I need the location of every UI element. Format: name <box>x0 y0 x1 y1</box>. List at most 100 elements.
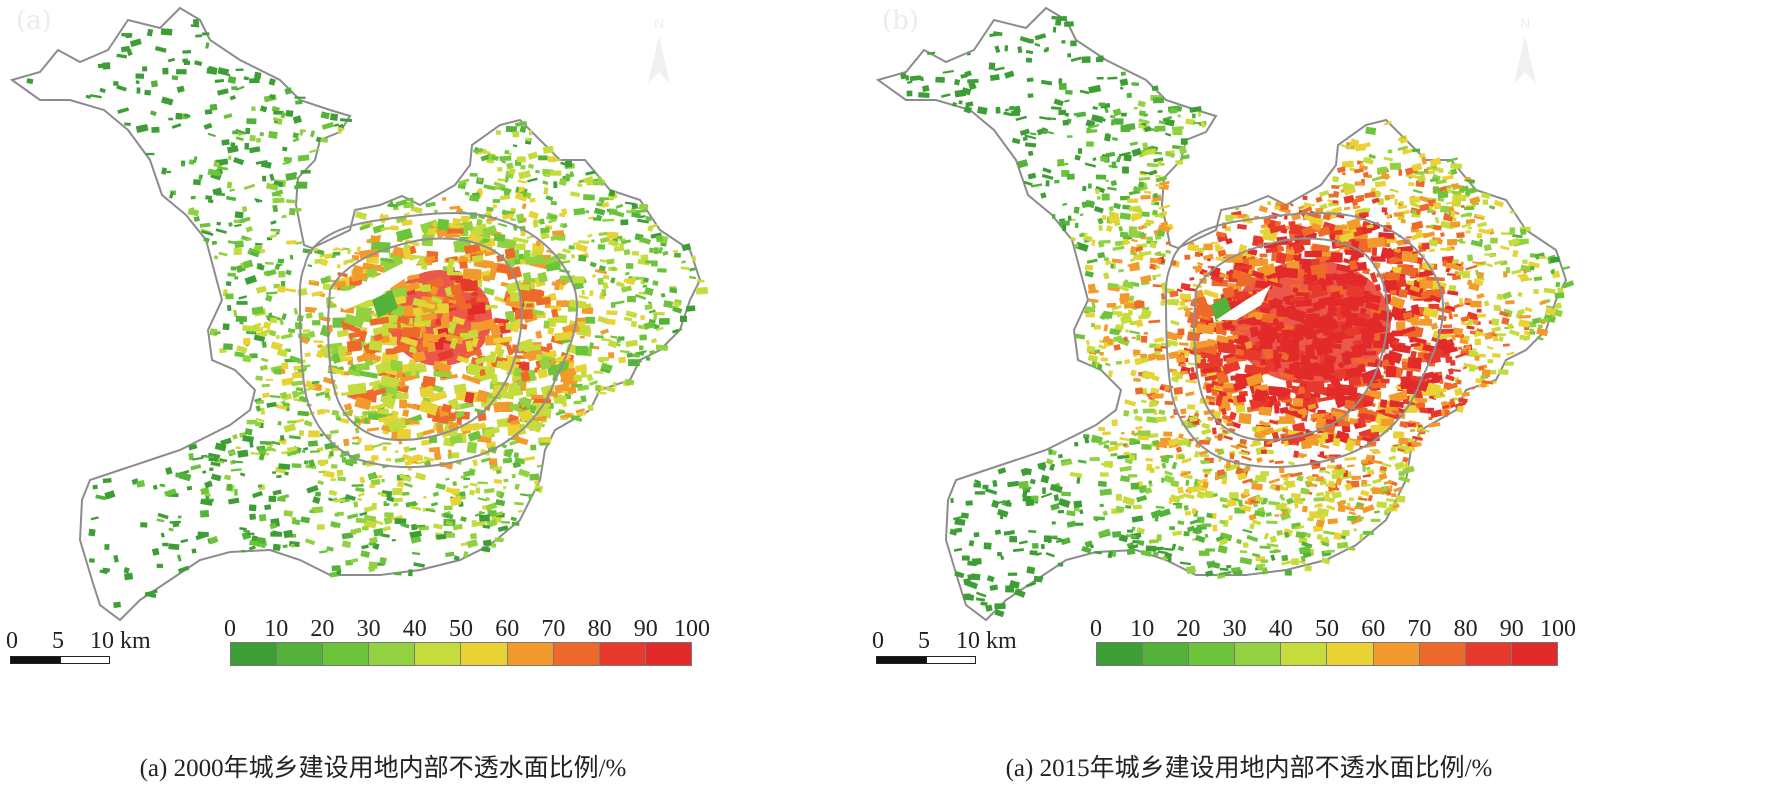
built-up-patch <box>346 249 352 255</box>
built-up-patch <box>305 306 316 313</box>
built-up-patch <box>1192 113 1196 119</box>
built-up-patch <box>1467 318 1474 326</box>
built-up-patch <box>1498 336 1504 342</box>
built-up-patch <box>1176 288 1183 293</box>
built-up-patch <box>379 556 387 565</box>
built-up-patch <box>348 453 361 461</box>
built-up-patch <box>452 523 463 531</box>
built-up-patch <box>1154 125 1166 132</box>
built-up-patch <box>1003 530 1015 536</box>
built-up-patch <box>1453 314 1459 317</box>
built-up-patch <box>589 261 597 268</box>
built-up-patch <box>346 339 362 353</box>
built-up-patch <box>236 345 248 354</box>
built-up-patch <box>1388 390 1409 404</box>
built-up-patch <box>593 217 598 221</box>
built-up-patch <box>433 523 443 530</box>
built-up-patch <box>430 296 444 305</box>
built-up-patch <box>467 233 481 243</box>
built-up-patch <box>1275 484 1281 491</box>
built-up-patch <box>355 487 365 493</box>
built-up-patch <box>443 512 454 520</box>
built-up-patch <box>1501 291 1513 300</box>
built-up-patch <box>1343 420 1351 427</box>
built-up-patch <box>522 284 530 292</box>
built-up-patch <box>1072 522 1084 526</box>
built-up-patch <box>217 166 229 171</box>
built-up-patch <box>454 248 462 253</box>
built-up-patch <box>1296 475 1304 482</box>
built-up-patch <box>1095 186 1106 194</box>
built-up-patch <box>285 269 292 276</box>
built-up-patch <box>282 161 291 165</box>
built-up-patch <box>1362 530 1374 535</box>
built-up-patch <box>1301 505 1308 513</box>
built-up-patch <box>1149 257 1162 264</box>
built-up-patch <box>1450 210 1456 218</box>
built-up-patch <box>1133 504 1142 510</box>
built-up-patch <box>1425 224 1432 229</box>
built-up-patch <box>655 235 664 242</box>
built-up-patch <box>612 382 617 388</box>
built-up-patch <box>560 280 566 286</box>
built-up-patch <box>588 380 599 386</box>
built-up-patch <box>1135 319 1144 328</box>
built-up-patch <box>1275 345 1284 353</box>
built-up-patch <box>1279 267 1299 279</box>
built-up-patch <box>1408 420 1421 425</box>
built-up-patch <box>1536 327 1549 337</box>
built-up-patch <box>252 326 260 333</box>
built-up-patch <box>602 218 615 222</box>
built-up-patch <box>476 219 483 227</box>
built-up-patch <box>1461 205 1465 208</box>
built-up-patch <box>1512 234 1523 239</box>
legend-swatch <box>461 643 508 665</box>
built-up-patch <box>151 547 160 556</box>
built-up-patch <box>1323 469 1331 475</box>
built-up-patch <box>399 473 405 479</box>
built-up-patch <box>1031 183 1043 188</box>
built-up-patch <box>446 265 454 276</box>
built-up-patch <box>1134 357 1143 366</box>
built-up-patch <box>1381 462 1392 468</box>
built-up-patch <box>1105 260 1112 266</box>
built-up-patch <box>316 350 324 359</box>
built-up-patch <box>523 344 542 353</box>
built-up-patch <box>418 399 439 416</box>
built-up-patch <box>1276 529 1283 536</box>
built-up-patch <box>512 236 529 244</box>
built-up-patch <box>597 244 606 250</box>
built-up-patch <box>1465 345 1472 350</box>
built-up-patch <box>1136 334 1141 341</box>
built-up-patch <box>1353 147 1361 150</box>
built-up-patch <box>1370 256 1386 262</box>
built-up-patch <box>1097 480 1107 487</box>
built-up-patch <box>1177 439 1189 446</box>
built-up-patch <box>1288 461 1296 466</box>
built-up-patch <box>1323 494 1330 499</box>
built-up-patch <box>1311 223 1322 231</box>
built-up-patch <box>502 457 513 464</box>
built-up-patch <box>420 312 438 322</box>
built-up-patch <box>1385 247 1394 259</box>
built-up-patch <box>213 330 221 336</box>
built-up-patch <box>1081 56 1091 63</box>
built-up-patch <box>1083 235 1093 242</box>
built-up-patch <box>1093 206 1104 214</box>
built-up-patch <box>1119 231 1129 238</box>
built-up-patch <box>1232 214 1238 219</box>
built-up-patch <box>1238 316 1257 325</box>
built-up-patch <box>961 555 970 561</box>
built-up-patch <box>680 266 690 271</box>
built-up-patch <box>1102 510 1109 517</box>
built-up-patch <box>410 454 424 463</box>
built-up-patch <box>1102 215 1107 221</box>
built-up-patch <box>515 213 525 222</box>
built-up-patch <box>481 457 491 463</box>
built-up-patch <box>1326 504 1336 511</box>
panel-label-b: (b) <box>882 6 919 36</box>
built-up-patch <box>492 203 498 209</box>
built-up-patch <box>1131 336 1136 340</box>
built-up-patch <box>1529 265 1535 271</box>
built-up-patch <box>1380 378 1390 384</box>
